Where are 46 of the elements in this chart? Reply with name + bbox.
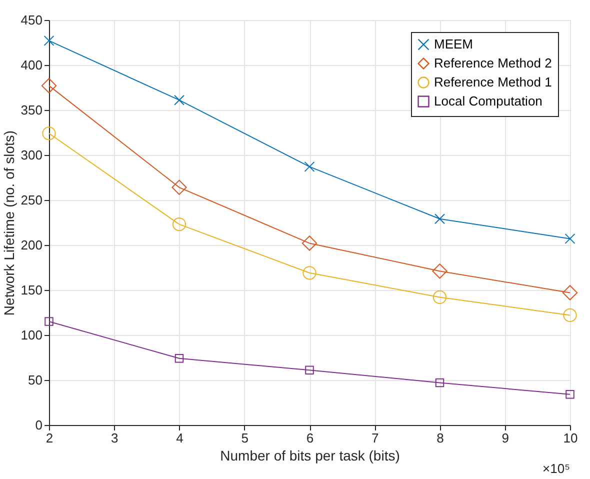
legend-label: Reference Method 2: [434, 56, 552, 70]
point: [432, 264, 448, 279]
y-tick-label: 50: [28, 372, 42, 388]
point: [304, 161, 315, 172]
y-tick-label: 0: [35, 418, 42, 432]
point: [172, 217, 186, 232]
y-tick-label: 250: [20, 192, 42, 208]
point: [172, 180, 187, 195]
point: [302, 266, 316, 280]
point: [432, 290, 447, 304]
point: [302, 236, 318, 251]
point: [174, 354, 184, 363]
x-tick-label: 8: [436, 430, 444, 446]
x-tick-label: 7: [372, 430, 379, 446]
point: [44, 317, 54, 326]
legend-label: Local Computation: [434, 94, 542, 108]
x-tick-label: 3: [111, 430, 118, 446]
point: [434, 214, 445, 224]
point: [305, 366, 314, 374]
y-tick-label: 450: [20, 12, 42, 28]
y-tick-label: 150: [20, 282, 42, 298]
x-tick-label: 10: [563, 430, 578, 446]
x-tick-label: 2: [46, 430, 54, 446]
point: [564, 233, 576, 244]
y-tick-label: 200: [20, 238, 42, 252]
point: [42, 126, 56, 140]
x-tick-label: 6: [306, 430, 314, 446]
point: [563, 308, 577, 322]
legend-label: Reference Method 1: [434, 74, 552, 90]
point: [41, 78, 57, 94]
y-tick-label: 350: [20, 102, 42, 118]
y-tick-label: 400: [20, 58, 42, 72]
y-tick-label: 100: [20, 328, 42, 342]
legend-label: MEEM: [434, 36, 473, 52]
point: [174, 94, 184, 106]
x-axis-title: Number of bits per task (bits): [220, 448, 400, 464]
point: [566, 390, 574, 399]
point: [435, 378, 444, 388]
point: [44, 35, 54, 46]
x-tick-label: 4: [176, 430, 184, 446]
point: [562, 285, 578, 300]
y-tick-label: 300: [20, 148, 42, 162]
x-tick-label: 9: [502, 430, 509, 446]
text: ×10⁵: [542, 461, 570, 476]
y-axis-title: Network Lifetime (no. of slots): [0, 130, 17, 316]
x-tick-label: 5: [241, 430, 248, 446]
